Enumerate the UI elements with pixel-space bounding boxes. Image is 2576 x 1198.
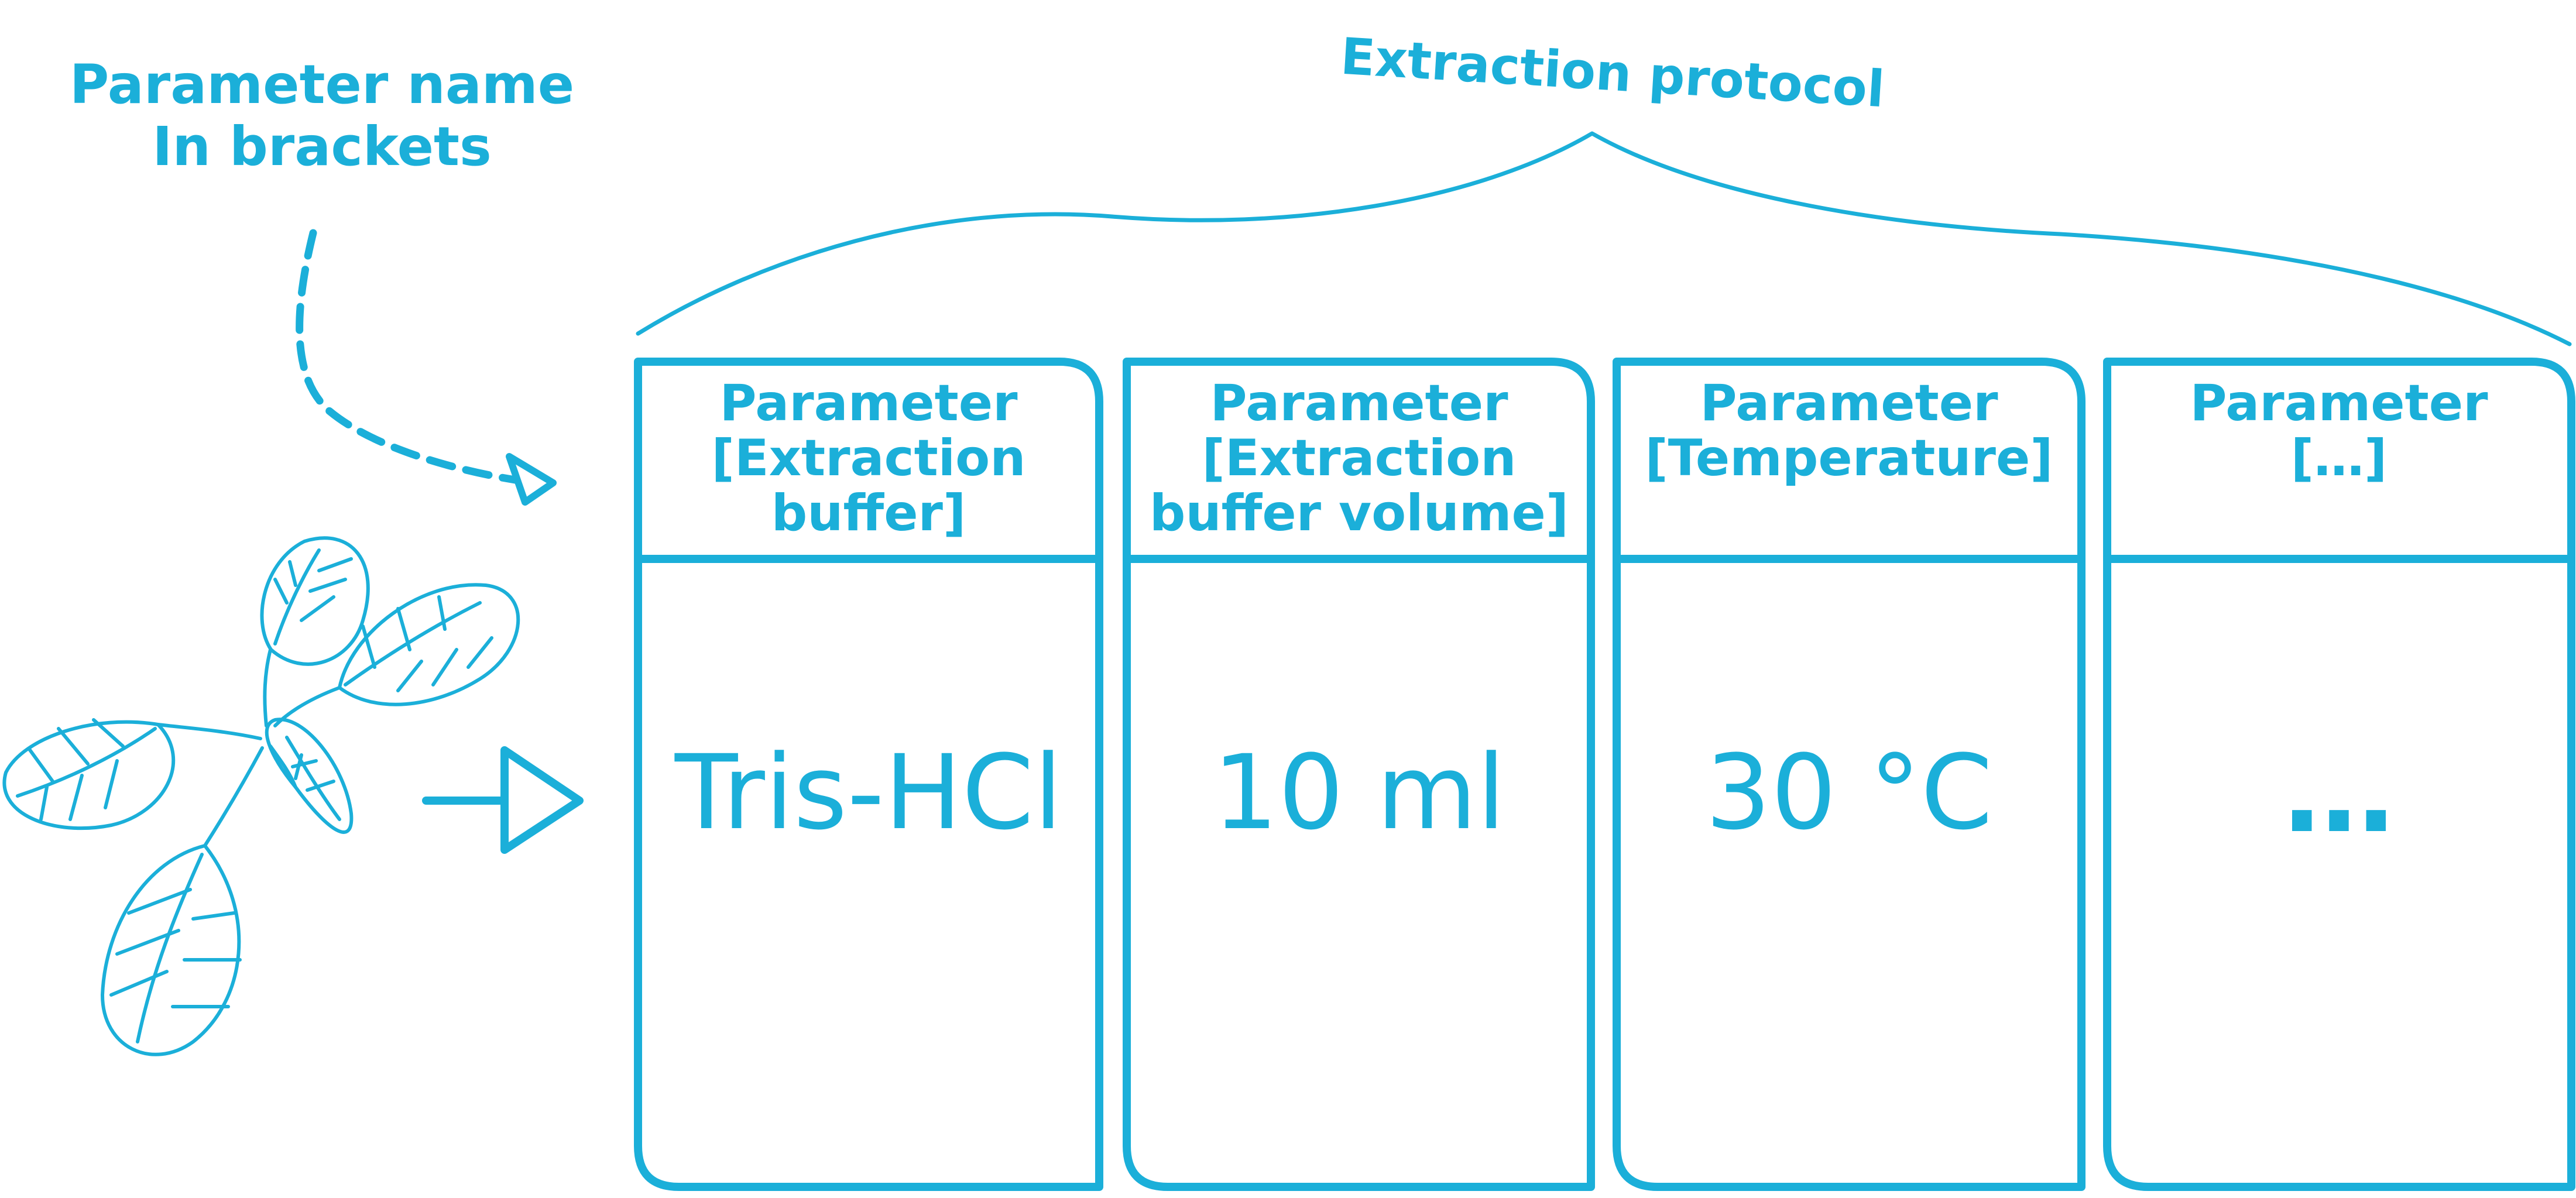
table-frame [634,358,2575,1191]
column-header-1-line-1: Parameter [719,374,1018,432]
column-header-2: Parameter [Extraction buffer volume] [1137,376,1582,541]
column-frame-3 [1613,358,2086,1191]
annotation-line-1: Parameter name [69,53,575,116]
column-header-4-line-2: […] [2290,429,2388,488]
column-frame-1 [634,358,1103,1191]
column-value-3: 30 °C [1705,733,1993,853]
column-value-4: … [2283,728,2395,857]
column-header-2-line-1: Parameter [1210,374,1508,432]
arrow-right-icon [422,746,584,854]
column-header-1: Parameter [Extraction buffer] [646,376,1091,541]
column-value-1: Tris-HCl [674,733,1063,853]
annotation-label: Parameter name In brackets [59,54,585,178]
annotation-line-2: In brackets [152,115,492,178]
column-header-2-line-2: [Extraction [1202,429,1517,488]
column-header-1-line-2: [Extraction [711,429,1026,488]
dashed-arrow-icon [296,229,557,506]
column-header-3: Parameter [Temperature] [1627,376,2071,486]
column-header-3-line-2: [Temperature] [1645,429,2053,488]
column-header-2-line-3: buffer volume] [1149,484,1569,543]
column-frame-4 [2103,358,2575,1191]
column-header-4: Parameter […] [2117,376,2561,486]
curly-brace-icon [636,131,2572,346]
column-frame-2 [1123,358,1595,1191]
column-value-2: 10 ml [1212,733,1506,853]
column-header-1-line-3: buffer] [771,484,966,543]
plant-icon [2,536,520,1056]
column-header-4-line-1: Parameter [2190,374,2488,432]
column-header-3-line-1: Parameter [1700,374,1998,432]
